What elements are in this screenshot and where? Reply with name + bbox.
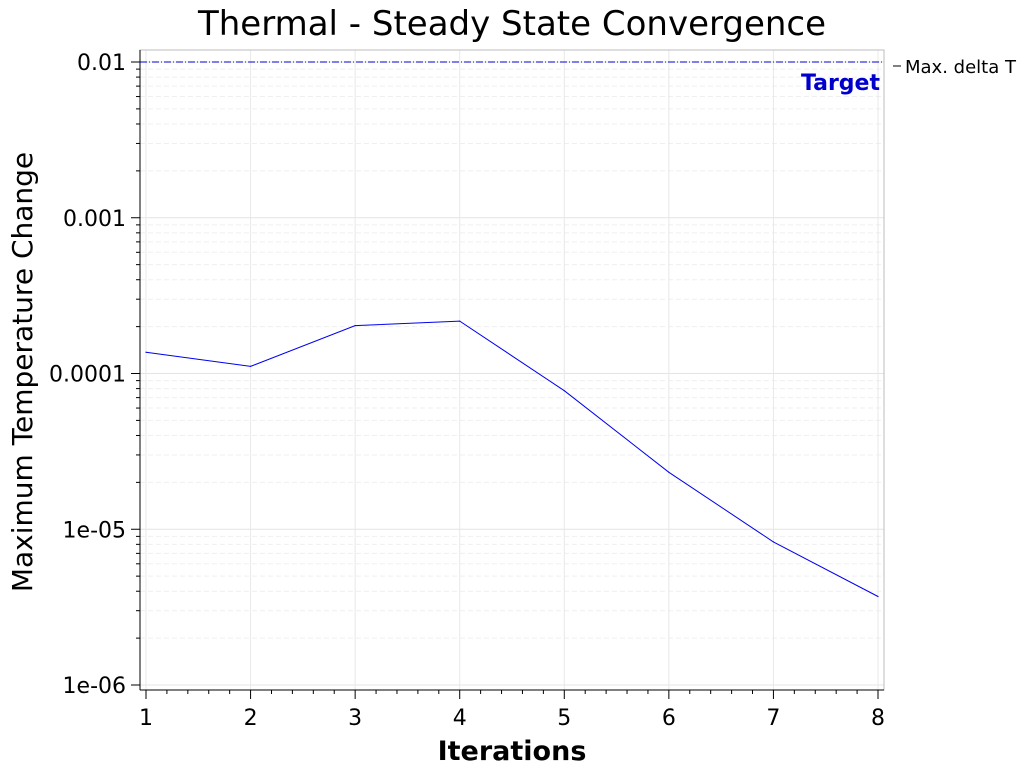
- data-point: [772, 541, 775, 543]
- chart-title: Thermal - Steady State Convergence: [197, 4, 826, 44]
- x-axis-label: Iterations: [438, 736, 587, 767]
- y-axis-label: Maximum Temperature Change: [6, 152, 39, 592]
- plot-area: [139, 49, 885, 691]
- grid: [140, 50, 884, 690]
- x-tick-label: 5: [557, 706, 571, 731]
- data-point: [354, 325, 356, 327]
- data-point: [459, 320, 461, 322]
- target-label: Target: [801, 71, 881, 96]
- y-tick-label: 1e-06: [63, 674, 126, 699]
- y-tick-label: 1e-05: [63, 518, 126, 543]
- data-point: [877, 595, 879, 598]
- data-point: [668, 471, 670, 473]
- x-tick-label: 2: [244, 706, 258, 731]
- x-tick-label: 3: [348, 706, 362, 731]
- x-tick-label: 6: [662, 706, 676, 731]
- x-tick-label: 7: [766, 706, 780, 731]
- data-point: [145, 351, 147, 353]
- y-tick-label: 0.0001: [49, 363, 126, 388]
- x-tick-label: 4: [453, 706, 467, 731]
- x-tick-label: 1: [139, 706, 153, 731]
- x-tick-label: 8: [871, 706, 885, 731]
- y-tick-label: 0.01: [77, 51, 126, 76]
- y-tick-label: 0.001: [63, 207, 126, 232]
- series-line-max-delta-t: [145, 320, 879, 597]
- data-point: [563, 390, 565, 392]
- legend: Max. delta T: [893, 57, 1017, 78]
- series-layer: [145, 320, 879, 598]
- data-point: [250, 365, 252, 367]
- axis-ticks: 1e-06 1e-05 0.0001 0.001 0.01 1 2 3 4 5 6 7 8: [49, 51, 885, 731]
- legend-entry-max-delta-t: Max. delta T: [905, 57, 1017, 78]
